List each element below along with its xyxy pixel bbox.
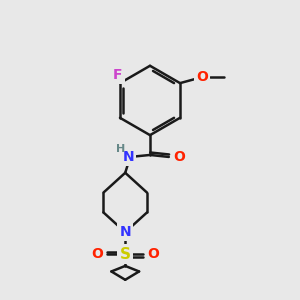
Text: O: O (196, 70, 208, 84)
Text: F: F (113, 68, 123, 82)
Text: N: N (119, 225, 131, 239)
Text: O: O (173, 150, 185, 164)
Text: H: H (116, 144, 125, 154)
Text: O: O (92, 247, 104, 261)
Text: S: S (120, 247, 131, 262)
Text: O: O (147, 247, 159, 261)
Text: N: N (122, 150, 134, 164)
